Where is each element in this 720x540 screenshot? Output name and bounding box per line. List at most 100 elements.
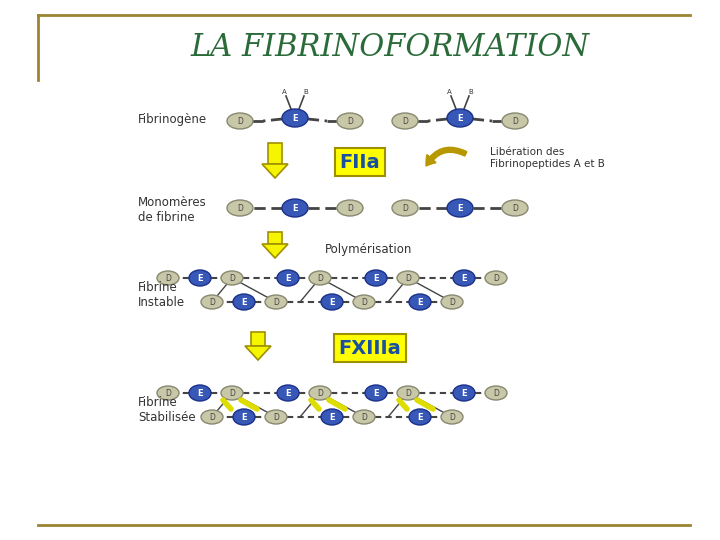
- Ellipse shape: [227, 200, 253, 216]
- Ellipse shape: [157, 386, 179, 400]
- Ellipse shape: [337, 113, 363, 129]
- Ellipse shape: [221, 386, 243, 400]
- Ellipse shape: [453, 385, 475, 401]
- Text: D: D: [405, 274, 411, 283]
- Text: E: E: [462, 389, 467, 398]
- Text: D: D: [493, 389, 499, 398]
- Text: Fibrine
Instable: Fibrine Instable: [138, 281, 185, 309]
- Text: E: E: [241, 413, 247, 422]
- Ellipse shape: [282, 199, 308, 217]
- Text: D: D: [317, 274, 323, 283]
- Text: D: D: [449, 298, 455, 307]
- Ellipse shape: [157, 271, 179, 285]
- Text: E: E: [417, 413, 423, 422]
- Polygon shape: [262, 164, 288, 178]
- Ellipse shape: [321, 294, 343, 310]
- Text: E: E: [285, 389, 291, 398]
- Text: D: D: [273, 413, 279, 422]
- Text: E: E: [373, 274, 379, 283]
- Ellipse shape: [353, 410, 375, 424]
- Text: E: E: [457, 204, 463, 213]
- Ellipse shape: [453, 270, 475, 286]
- Text: E: E: [329, 413, 335, 422]
- Ellipse shape: [309, 271, 331, 285]
- Text: D: D: [209, 298, 215, 307]
- Polygon shape: [245, 346, 271, 360]
- Ellipse shape: [337, 200, 363, 216]
- Text: D: D: [229, 274, 235, 283]
- Text: E: E: [329, 298, 335, 307]
- Text: E: E: [292, 204, 298, 213]
- Text: E: E: [292, 114, 298, 123]
- Ellipse shape: [397, 386, 419, 400]
- Text: E: E: [285, 274, 291, 283]
- Ellipse shape: [365, 385, 387, 401]
- Text: D: D: [361, 413, 367, 422]
- Ellipse shape: [233, 294, 255, 310]
- Text: Polymérisation: Polymérisation: [325, 244, 413, 256]
- Text: D: D: [402, 117, 408, 126]
- Text: D: D: [347, 204, 353, 213]
- Text: Libération des
Fibrinopeptides A et B: Libération des Fibrinopeptides A et B: [490, 147, 605, 169]
- Text: Fibrine
Stabilisée: Fibrine Stabilisée: [138, 396, 196, 424]
- Ellipse shape: [392, 200, 418, 216]
- Ellipse shape: [409, 294, 431, 310]
- Ellipse shape: [353, 295, 375, 309]
- Ellipse shape: [265, 295, 287, 309]
- Text: D: D: [229, 389, 235, 398]
- Text: E: E: [417, 298, 423, 307]
- Text: E: E: [373, 389, 379, 398]
- Text: D: D: [402, 204, 408, 213]
- Ellipse shape: [227, 113, 253, 129]
- Ellipse shape: [397, 271, 419, 285]
- Ellipse shape: [189, 385, 211, 401]
- Ellipse shape: [392, 113, 418, 129]
- Text: B: B: [469, 89, 473, 95]
- Ellipse shape: [441, 295, 463, 309]
- Text: FIIa: FIIa: [340, 152, 380, 172]
- Text: B: B: [304, 89, 308, 95]
- Text: A: A: [446, 89, 451, 95]
- Text: A: A: [282, 89, 287, 95]
- Ellipse shape: [321, 409, 343, 425]
- Text: D: D: [209, 413, 215, 422]
- Text: D: D: [237, 117, 243, 126]
- Text: LA FIBRINOFORMATION: LA FIBRINOFORMATION: [190, 32, 590, 64]
- Text: Monomères
de fibrine: Monomères de fibrine: [138, 196, 207, 224]
- Ellipse shape: [409, 409, 431, 425]
- Text: E: E: [462, 274, 467, 283]
- Bar: [251, 332, 265, 346]
- Ellipse shape: [502, 113, 528, 129]
- Text: D: D: [237, 204, 243, 213]
- FancyArrowPatch shape: [426, 147, 467, 166]
- Text: D: D: [165, 274, 171, 283]
- Ellipse shape: [365, 270, 387, 286]
- Ellipse shape: [485, 386, 507, 400]
- Text: E: E: [241, 298, 247, 307]
- Text: D: D: [449, 413, 455, 422]
- Ellipse shape: [277, 270, 299, 286]
- Text: FXIIIa: FXIIIa: [338, 339, 401, 357]
- Bar: [268, 143, 282, 164]
- Ellipse shape: [447, 199, 473, 217]
- Text: D: D: [512, 204, 518, 213]
- Ellipse shape: [441, 410, 463, 424]
- Ellipse shape: [447, 109, 473, 127]
- Ellipse shape: [502, 200, 528, 216]
- Text: E: E: [197, 389, 203, 398]
- Ellipse shape: [485, 271, 507, 285]
- Text: E: E: [197, 274, 203, 283]
- Bar: [268, 232, 282, 244]
- Ellipse shape: [265, 410, 287, 424]
- Text: D: D: [273, 298, 279, 307]
- Ellipse shape: [309, 386, 331, 400]
- Text: D: D: [405, 389, 411, 398]
- Ellipse shape: [201, 295, 223, 309]
- Ellipse shape: [282, 109, 308, 127]
- Text: D: D: [165, 389, 171, 398]
- Ellipse shape: [277, 385, 299, 401]
- Ellipse shape: [233, 409, 255, 425]
- Text: D: D: [347, 117, 353, 126]
- Text: D: D: [317, 389, 323, 398]
- Text: D: D: [493, 274, 499, 283]
